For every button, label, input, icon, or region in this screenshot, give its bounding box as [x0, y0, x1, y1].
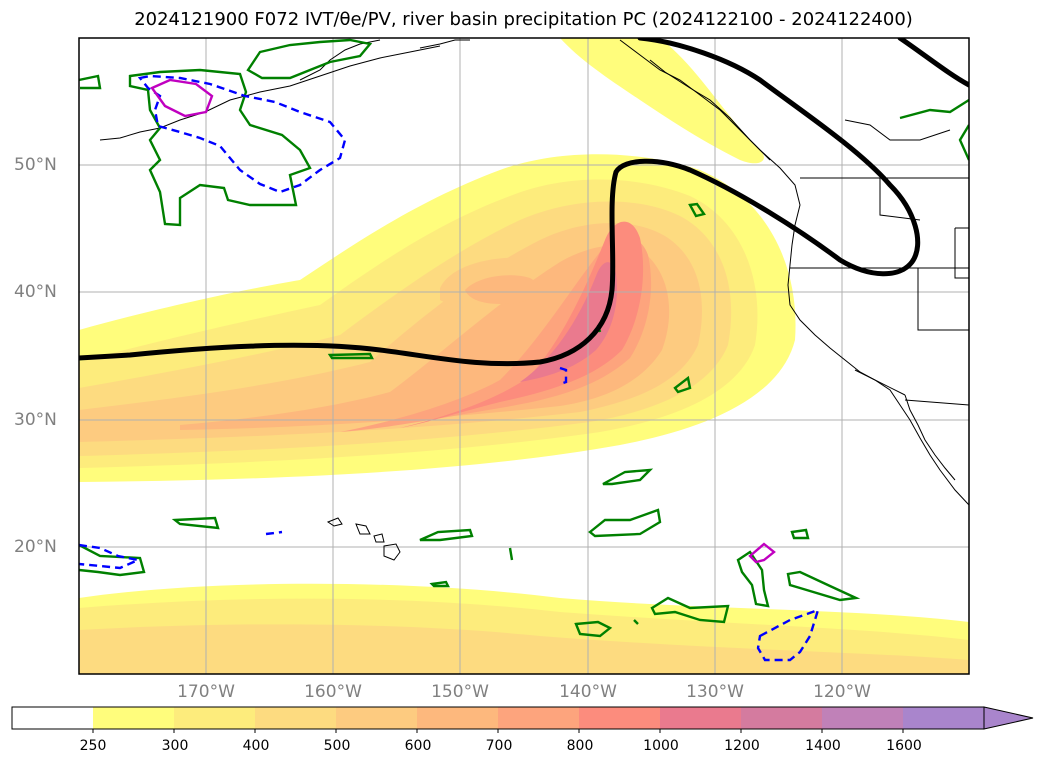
colorbar-segment: [822, 707, 904, 729]
colorbar-extend-arrow: [983, 706, 1034, 730]
pv-negative-contours: [79, 74, 820, 662]
colorbar-segment: [93, 707, 175, 729]
colorbar-tick-1600: 1600: [886, 738, 922, 754]
colorbar-segment: [12, 707, 94, 729]
map-title: 2024121900 F072 IVT/θe/PV, river basin p…: [134, 9, 913, 30]
colorbar-tick-500: 500: [323, 738, 351, 754]
lat-label-30n: 30°N: [14, 410, 57, 430]
lon-label-170w: 170°W: [177, 682, 235, 702]
lat-label-50n: 50°N: [14, 155, 57, 175]
colorbar-tick-400: 400: [242, 738, 270, 754]
colorbar-tick-1000: 1000: [643, 738, 679, 754]
lon-label-150w: 150°W: [431, 682, 489, 702]
pv-positive-contours: [79, 38, 969, 638]
lat-label-40n: 40°N: [14, 282, 57, 302]
pv-high-contours: [150, 78, 776, 564]
colorbar-segment: [741, 707, 823, 729]
colorbar: [11, 706, 1034, 733]
colorbar-tick-700: 700: [485, 738, 513, 754]
lon-label-130w: 130°W: [686, 682, 744, 702]
colorbar-segment: [255, 707, 337, 729]
colorbar-segment: [498, 707, 580, 729]
colorbar-tick-800: 800: [566, 738, 594, 754]
map-frame: [78, 37, 970, 675]
lon-label-160w: 160°W: [304, 682, 362, 702]
colorbar-segment: [903, 707, 985, 729]
colorbar-segment: [336, 707, 418, 729]
lon-label-120w: 120°W: [813, 682, 871, 702]
colorbar-segment: [417, 707, 499, 729]
colorbar-segment: [660, 707, 742, 729]
colorbar-tick-250: 250: [79, 738, 107, 754]
lat-label-20n: 20°N: [14, 537, 57, 557]
colorbar-tick-1200: 1200: [724, 738, 760, 754]
colorbar-segment: [174, 707, 256, 729]
colorbar-tick-300: 300: [161, 738, 189, 754]
theta-e-contours: [79, 38, 969, 367]
colorbar-tick-1400: 1400: [805, 738, 841, 754]
lon-label-140w: 140°W: [559, 682, 617, 702]
colorbar-tick-600: 600: [404, 738, 432, 754]
colorbar-segment: [579, 707, 661, 729]
